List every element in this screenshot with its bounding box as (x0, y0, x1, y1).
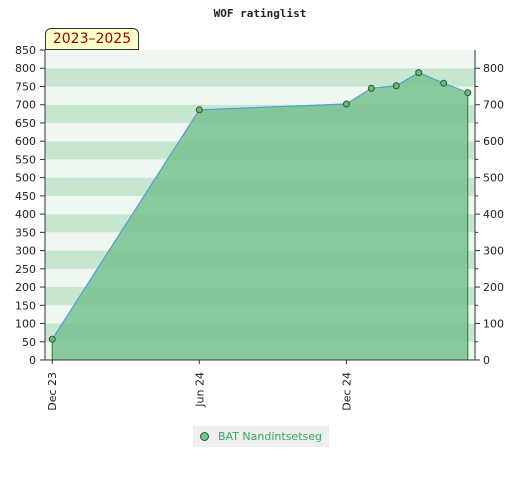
area-band (45, 305, 475, 323)
x-tick-label: Jun 24 (193, 372, 206, 408)
data-point (392, 82, 400, 90)
area-band (45, 196, 475, 214)
right-tick-label: 100 (483, 318, 504, 331)
right-tick-label: 600 (483, 135, 504, 148)
x-tick-label: Dec 24 (340, 372, 353, 411)
left-tick-label: 450 (15, 190, 36, 203)
right-tick-label: 500 (483, 172, 504, 185)
left-tick-label: 600 (15, 135, 36, 148)
x-tick-labels: Dec 23 Jun 24 Dec 24 (46, 360, 353, 411)
right-tick-label: 800 (483, 62, 504, 75)
right-tick-label: 700 (483, 99, 504, 112)
grid-band (45, 50, 475, 69)
data-point (342, 100, 350, 108)
data-point (415, 69, 423, 77)
left-tick-label: 250 (15, 263, 36, 276)
left-tick-label: 550 (15, 153, 36, 166)
right-tick-label: 0 (483, 354, 490, 367)
left-tick-label: 200 (15, 281, 36, 294)
chart-title: WOF ratinglist (214, 7, 307, 20)
data-point (195, 106, 203, 114)
right-tick-label: 200 (483, 281, 504, 294)
legend-marker-icon (200, 432, 209, 441)
right-tick-label: 300 (483, 245, 504, 258)
left-tick-label: 300 (15, 245, 36, 258)
series-line (51, 71, 468, 340)
data-point (464, 89, 472, 97)
left-tick-label: 800 (15, 62, 36, 75)
rating-area (45, 50, 475, 361)
left-tick-label: 750 (15, 80, 36, 93)
left-tick-label: 50 (22, 336, 36, 349)
area-band (45, 50, 475, 68)
left-tick-label: 500 (15, 172, 36, 185)
left-tick-label: 150 (15, 299, 36, 312)
area-band (45, 269, 475, 287)
left-tick-label: 400 (15, 208, 36, 221)
area-band (45, 123, 475, 141)
grid-band (45, 68, 475, 87)
area-fill (52, 72, 468, 361)
legend[interactable]: BAT Nandintsetseg (193, 426, 329, 447)
left-tick-label: 850 (15, 44, 36, 57)
data-points (48, 69, 472, 343)
data-point (367, 84, 375, 92)
left-tick-label: 100 (15, 318, 36, 331)
data-point (440, 79, 448, 87)
axes: 0 50 100 150 200 250 300 350 400 450 500 550 600 650 7… (15, 44, 504, 367)
right-tick-label: 400 (483, 208, 504, 221)
data-point (48, 335, 56, 343)
area-band (45, 159, 475, 177)
left-tick-label: 700 (15, 99, 36, 112)
area-band (45, 86, 475, 104)
area-band (45, 342, 475, 360)
legend-series-label: BAT Nandintsetseg (218, 430, 322, 443)
left-tick-label: 0 (29, 354, 36, 367)
left-tick-label: 650 (15, 117, 36, 130)
x-tick-label: Dec 23 (46, 372, 59, 411)
left-tick-label: 350 (15, 226, 36, 239)
period-label: 2023–2025 (45, 28, 139, 50)
area-band (45, 232, 475, 250)
